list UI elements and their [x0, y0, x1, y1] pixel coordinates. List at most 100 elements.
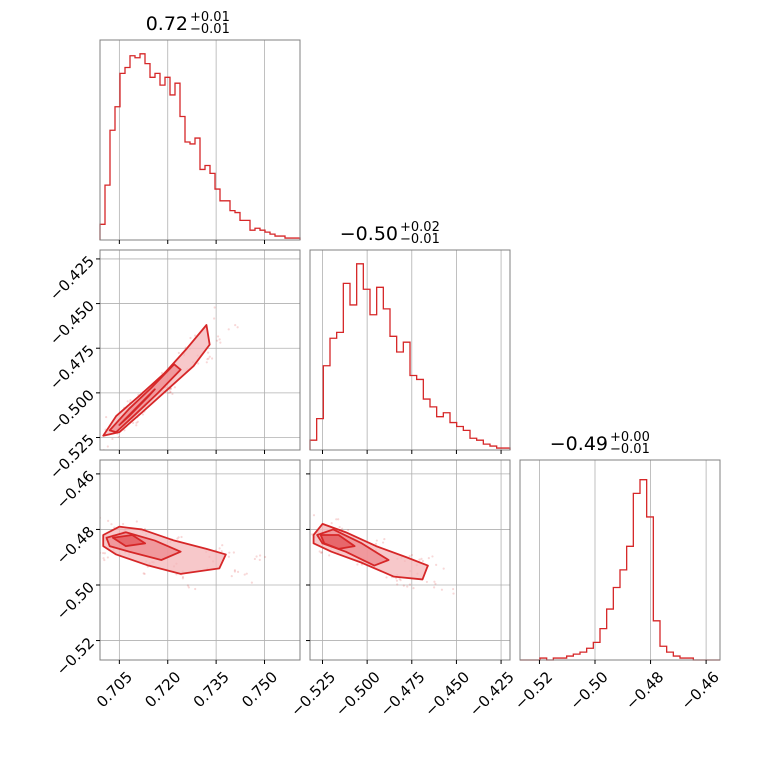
sample-point-2-0-53	[102, 557, 105, 560]
sample-point-1-0-27	[169, 390, 172, 394]
sample-point-2-1-41	[412, 587, 415, 590]
sample-point-2-0-37	[180, 535, 183, 539]
y-tick-label-2-1: −0.50	[53, 578, 98, 623]
histogram-2	[520, 479, 720, 661]
scatter-group-1-0	[97, 306, 239, 459]
sample-point-2-0-9	[255, 555, 258, 558]
sample-point-2-0-22	[220, 550, 223, 553]
sample-point-2-0-56	[142, 572, 145, 575]
sample-point-1-0-52	[206, 358, 209, 361]
sample-point-2-1-62	[408, 554, 411, 558]
sample-point-1-0-7	[97, 457, 99, 459]
sample-point-1-0-29	[105, 415, 108, 419]
sample-point-1-0-34	[189, 336, 192, 340]
sample-point-2-1-69	[398, 577, 401, 581]
sample-point-1-0-59	[194, 334, 197, 337]
sample-point-1-0-68	[173, 386, 176, 389]
sample-point-1-0-61	[219, 341, 222, 344]
sample-point-2-0-75	[236, 570, 240, 573]
panel-title-minus-2: −0.01	[610, 442, 650, 457]
sample-point-2-0-47	[121, 522, 125, 526]
sample-point-2-1-48	[399, 579, 402, 582]
sample-point-2-1-58	[418, 558, 421, 561]
x-tick-label-0-2: 0.735	[190, 668, 233, 711]
sample-point-2-1-38	[328, 554, 331, 557]
sample-point-1-0-50	[135, 424, 138, 427]
x-tick-label-2-1: −0.50	[567, 668, 612, 713]
sample-point-2-1-72	[347, 528, 350, 532]
x-tick-label-2-3: −0.46	[678, 668, 723, 713]
sample-point-2-0-29	[245, 572, 248, 575]
sample-point-1-0-77	[132, 421, 135, 425]
sample-point-1-0-67	[227, 328, 230, 331]
sample-point-2-1-60	[295, 536, 297, 538]
sample-point-2-1-71	[341, 527, 344, 530]
contour-2-1-2	[319, 534, 356, 550]
panel-title-2: −0.49	[550, 433, 608, 455]
sample-point-1-0-24	[135, 421, 138, 424]
sample-point-1-0-17	[216, 335, 220, 338]
panel-frame-2-2	[519, 459, 721, 661]
sample-point-2-1-46	[301, 531, 303, 533]
sample-point-2-1-2	[383, 538, 386, 541]
sample-point-2-0-13	[181, 575, 185, 579]
sample-point-1-0-88	[169, 391, 172, 394]
panel-title-0: 0.72	[146, 13, 188, 35]
sample-point-1-0-22	[123, 429, 126, 432]
sample-point-1-0-55	[129, 399, 132, 402]
sample-point-2-1-30	[320, 551, 323, 554]
sample-point-2-1-42	[294, 538, 296, 540]
sample-point-1-0-85	[205, 361, 208, 364]
sample-point-2-1-67	[408, 583, 411, 586]
sample-point-2-0-61	[218, 547, 221, 550]
sample-point-2-0-21	[135, 520, 138, 523]
sample-point-2-1-9	[451, 587, 455, 591]
sample-point-2-1-37	[406, 585, 409, 588]
sample-point-2-0-11	[143, 572, 146, 575]
sample-point-2-0-89	[187, 586, 190, 589]
sample-point-2-1-51	[374, 542, 378, 545]
y-tick-label-1-4: −0.425	[46, 252, 98, 304]
sample-point-1-0-63	[177, 351, 180, 355]
sample-point-1-0-71	[208, 355, 211, 358]
sample-point-2-1-3	[337, 518, 340, 521]
histogram-0	[99, 53, 301, 240]
sample-point-2-1-76	[433, 586, 436, 589]
sample-point-1-0-11	[215, 339, 219, 342]
sample-point-2-1-79	[335, 518, 338, 521]
sample-point-2-1-40	[385, 576, 388, 579]
sample-point-2-1-85	[288, 538, 290, 540]
sample-point-2-0-54	[230, 575, 233, 578]
sample-point-2-1-44	[442, 567, 445, 570]
sample-point-2-1-26	[300, 506, 302, 508]
x-tick-label-2-0: −0.52	[511, 668, 556, 713]
sample-point-2-0-18	[232, 551, 235, 554]
sample-point-2-0-33	[186, 584, 190, 587]
sample-point-2-1-81	[427, 557, 430, 560]
sample-point-2-1-16	[375, 539, 378, 542]
sample-point-2-1-20	[434, 582, 437, 585]
x-tick-label-0-0: 0.705	[93, 668, 136, 711]
sample-point-2-0-34	[233, 570, 237, 573]
panel-frame-2-0	[99, 459, 301, 661]
sample-point-2-0-44	[258, 558, 261, 562]
sample-point-1-0-36	[136, 420, 139, 423]
sample-point-1-0-44	[171, 392, 174, 396]
x-tick-label-1-3: −0.450	[421, 668, 473, 720]
sample-point-1-0-6	[106, 445, 109, 448]
y-tick-label-1-2: −0.475	[46, 341, 98, 393]
sample-point-1-0-54	[234, 324, 237, 327]
sample-point-2-1-1	[452, 592, 455, 595]
x-tick-label-1-2: −0.475	[377, 668, 429, 720]
x-tick-label-1-0: −0.525	[287, 668, 339, 720]
sample-point-2-0-70	[93, 544, 95, 546]
sample-point-2-1-77	[330, 522, 333, 525]
sample-point-2-1-7	[356, 563, 359, 566]
sample-point-2-0-72	[110, 523, 113, 526]
contour-1-0-2	[118, 388, 156, 426]
sample-point-2-1-13	[410, 553, 414, 557]
sample-point-2-0-81	[253, 557, 256, 561]
sample-point-2-0-84	[103, 552, 107, 555]
x-tick-label-1-1: −0.500	[332, 668, 384, 720]
